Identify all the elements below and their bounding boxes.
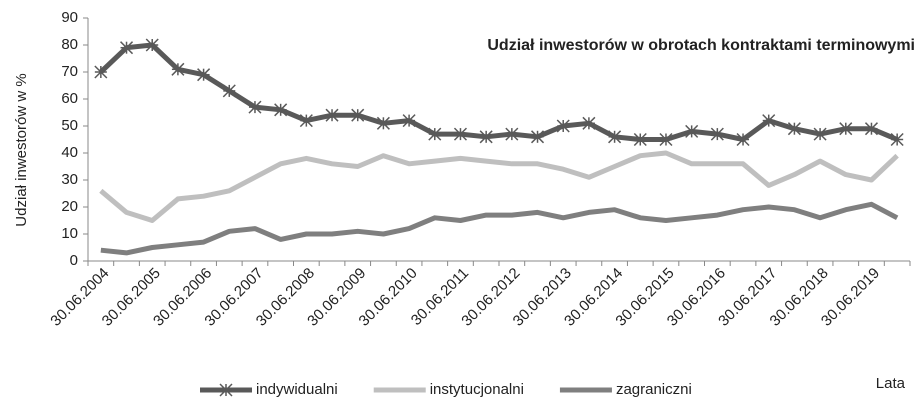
marker — [685, 124, 699, 138]
marker — [120, 41, 134, 55]
legend-label: indywidualni — [256, 381, 338, 398]
legend-label: zagraniczni — [616, 381, 692, 398]
marker — [325, 108, 339, 122]
marker — [787, 122, 801, 136]
marker — [633, 132, 647, 147]
marker — [453, 127, 467, 141]
marker — [351, 108, 365, 122]
legend-label: instytucjonalni — [430, 381, 524, 398]
marker — [145, 38, 159, 52]
y-tick-label: 20 — [61, 198, 78, 215]
chart-title: Udział inwestorów w obrotach kontraktami… — [487, 37, 915, 54]
marker — [222, 84, 236, 98]
y-tick-label: 90 — [61, 9, 78, 26]
y-tick-label: 0 — [70, 252, 78, 269]
marker — [171, 62, 185, 76]
marker — [736, 132, 750, 147]
marker — [608, 130, 622, 144]
marker — [582, 116, 596, 130]
y-axis-label: Udział inwestorów w % — [13, 73, 30, 226]
x-axis-label: Lata — [876, 375, 906, 392]
y-tick-label: 40 — [61, 144, 78, 161]
marker — [376, 116, 390, 130]
marker — [219, 383, 233, 397]
marker — [479, 130, 493, 144]
marker — [710, 127, 724, 141]
y-tick-label: 80 — [61, 36, 78, 53]
y-tick-label: 60 — [61, 90, 78, 107]
marker — [839, 122, 853, 136]
marker — [274, 103, 288, 117]
series-line — [99, 42, 899, 142]
marker — [248, 100, 262, 114]
series-line — [99, 150, 899, 223]
marker — [505, 127, 519, 141]
marker — [890, 132, 904, 147]
y-tick-label: 10 — [61, 225, 78, 242]
marker — [402, 114, 416, 128]
marker — [813, 127, 827, 141]
y-tick-label: 50 — [61, 117, 78, 134]
marker — [197, 68, 211, 82]
marker — [428, 127, 442, 141]
marker — [864, 122, 878, 136]
y-tick-label: 70 — [61, 63, 78, 80]
marker — [762, 114, 776, 128]
marker — [659, 132, 673, 147]
marker — [299, 114, 313, 128]
series-line — [100, 201, 899, 256]
marker — [531, 130, 545, 144]
marker — [556, 119, 570, 133]
y-tick-label: 30 — [61, 171, 78, 188]
marker — [94, 65, 108, 79]
